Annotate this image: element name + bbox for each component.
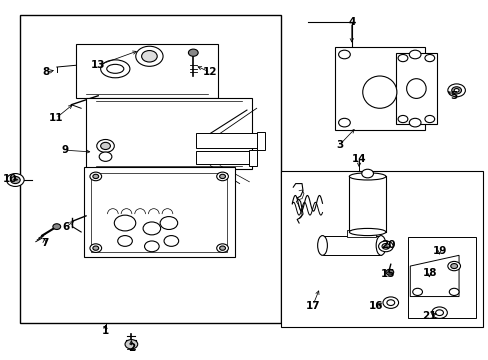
Circle shape bbox=[424, 116, 434, 123]
Text: 3: 3 bbox=[335, 140, 343, 150]
Bar bbox=[91, 173, 227, 252]
Ellipse shape bbox=[106, 64, 123, 73]
Circle shape bbox=[408, 118, 420, 127]
Circle shape bbox=[114, 215, 136, 231]
Text: 1: 1 bbox=[102, 325, 109, 336]
Ellipse shape bbox=[406, 79, 425, 98]
Text: 8: 8 bbox=[42, 67, 50, 77]
Bar bbox=[76, 44, 217, 98]
Bar bbox=[86, 98, 251, 169]
Circle shape bbox=[97, 139, 114, 152]
Bar bbox=[256, 132, 265, 149]
Polygon shape bbox=[409, 255, 458, 297]
Circle shape bbox=[378, 241, 392, 252]
Circle shape bbox=[160, 217, 177, 229]
Circle shape bbox=[386, 300, 394, 306]
Circle shape bbox=[163, 235, 178, 246]
Text: 12: 12 bbox=[203, 67, 217, 77]
Circle shape bbox=[90, 244, 102, 252]
Circle shape bbox=[361, 169, 373, 178]
Circle shape bbox=[408, 50, 420, 59]
Bar bbox=[346, 230, 375, 237]
Text: 4: 4 bbox=[347, 17, 355, 27]
Text: 11: 11 bbox=[48, 113, 63, 123]
Circle shape bbox=[188, 49, 198, 56]
Text: 5: 5 bbox=[449, 91, 457, 101]
Circle shape bbox=[338, 50, 349, 59]
Circle shape bbox=[125, 339, 138, 349]
Circle shape bbox=[53, 224, 61, 229]
Text: 16: 16 bbox=[368, 301, 383, 311]
Circle shape bbox=[216, 244, 228, 252]
Ellipse shape bbox=[348, 173, 385, 180]
Circle shape bbox=[219, 174, 225, 179]
Circle shape bbox=[118, 235, 132, 246]
Bar bbox=[395, 53, 436, 125]
Circle shape bbox=[447, 261, 460, 271]
Circle shape bbox=[101, 142, 110, 149]
Circle shape bbox=[216, 172, 228, 181]
Ellipse shape bbox=[362, 76, 396, 108]
Circle shape bbox=[381, 243, 389, 249]
Circle shape bbox=[450, 264, 457, 269]
Circle shape bbox=[447, 84, 465, 97]
Bar bbox=[20, 15, 281, 323]
Text: 10: 10 bbox=[3, 174, 18, 184]
Circle shape bbox=[385, 269, 393, 275]
Circle shape bbox=[397, 116, 407, 123]
Bar bbox=[322, 235, 380, 255]
Circle shape bbox=[143, 222, 160, 235]
Circle shape bbox=[448, 288, 458, 296]
Bar bbox=[195, 134, 259, 148]
Text: 20: 20 bbox=[380, 240, 395, 250]
Text: 14: 14 bbox=[351, 154, 366, 164]
Circle shape bbox=[435, 310, 443, 316]
Text: 2: 2 bbox=[127, 343, 135, 353]
Ellipse shape bbox=[348, 228, 385, 235]
Circle shape bbox=[144, 241, 159, 252]
Circle shape bbox=[412, 288, 422, 296]
Circle shape bbox=[93, 174, 99, 179]
Bar bbox=[249, 149, 256, 166]
Ellipse shape bbox=[375, 235, 385, 255]
Text: 9: 9 bbox=[62, 145, 69, 155]
Circle shape bbox=[219, 246, 225, 250]
Circle shape bbox=[338, 118, 349, 127]
Ellipse shape bbox=[101, 60, 130, 78]
Circle shape bbox=[451, 87, 461, 94]
Text: 15: 15 bbox=[380, 269, 395, 279]
Text: 21: 21 bbox=[422, 311, 436, 320]
Text: 7: 7 bbox=[41, 238, 48, 248]
Ellipse shape bbox=[317, 235, 327, 255]
Circle shape bbox=[382, 297, 398, 309]
Text: 13: 13 bbox=[91, 60, 105, 70]
Bar bbox=[334, 47, 424, 130]
Circle shape bbox=[424, 54, 434, 62]
Text: 18: 18 bbox=[422, 267, 436, 278]
Bar bbox=[407, 237, 475, 318]
Circle shape bbox=[431, 307, 447, 319]
Circle shape bbox=[10, 176, 20, 184]
Circle shape bbox=[453, 89, 458, 92]
Circle shape bbox=[397, 54, 407, 62]
Bar bbox=[83, 167, 234, 257]
Text: 6: 6 bbox=[62, 222, 69, 232]
Circle shape bbox=[6, 174, 24, 186]
Circle shape bbox=[142, 50, 157, 62]
Bar bbox=[281, 171, 483, 327]
Bar bbox=[195, 151, 251, 164]
Circle shape bbox=[93, 246, 99, 250]
Circle shape bbox=[99, 152, 112, 161]
Circle shape bbox=[136, 46, 163, 66]
Text: 19: 19 bbox=[431, 246, 446, 256]
Text: 17: 17 bbox=[305, 301, 320, 311]
Circle shape bbox=[90, 172, 102, 181]
